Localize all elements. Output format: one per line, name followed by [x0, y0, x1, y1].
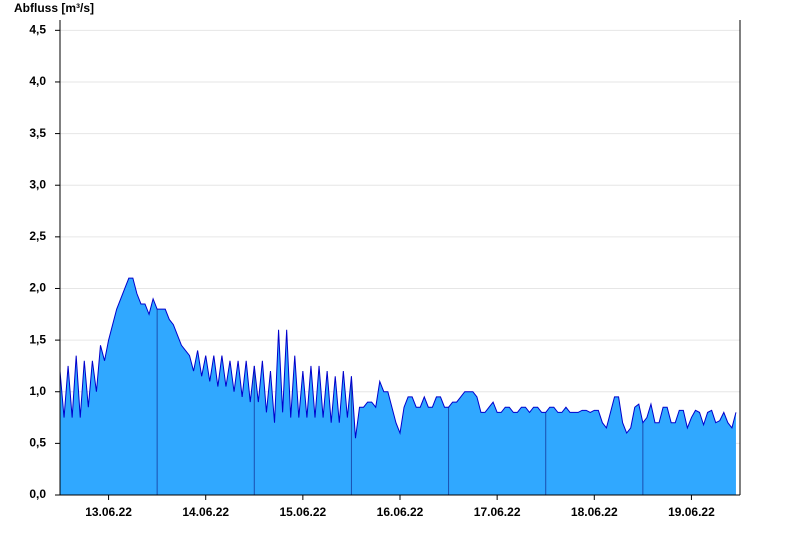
y-tick-label: 1,0 — [29, 384, 46, 398]
area-line — [59, 277, 737, 439]
x-tick-label: 17.06.22 — [474, 505, 521, 519]
x-tick-label: 14.06.22 — [182, 505, 229, 519]
y-tick-label: 0,0 — [29, 487, 46, 501]
y-tick-label: 3,0 — [29, 177, 46, 191]
x-tick-label: 15.06.22 — [279, 505, 326, 519]
y-tick-label: 4,5 — [29, 22, 46, 36]
y-tick-label: 1,5 — [29, 332, 46, 346]
x-tick-label: 19.06.22 — [668, 505, 715, 519]
x-tick-label: 16.06.22 — [377, 505, 424, 519]
y-tick-label: 3,5 — [29, 126, 46, 140]
y-tick-label: 2,0 — [29, 281, 46, 295]
y-tick-label: 4,0 — [29, 74, 46, 88]
y-tick-label: 2,5 — [29, 229, 46, 243]
x-tick-label: 18.06.22 — [571, 505, 618, 519]
y-tick-label: 0,5 — [29, 436, 46, 450]
chart-title: Abfluss [m³/s] — [14, 1, 94, 15]
area-fill — [60, 278, 736, 495]
x-tick-label: 13.06.22 — [85, 505, 132, 519]
